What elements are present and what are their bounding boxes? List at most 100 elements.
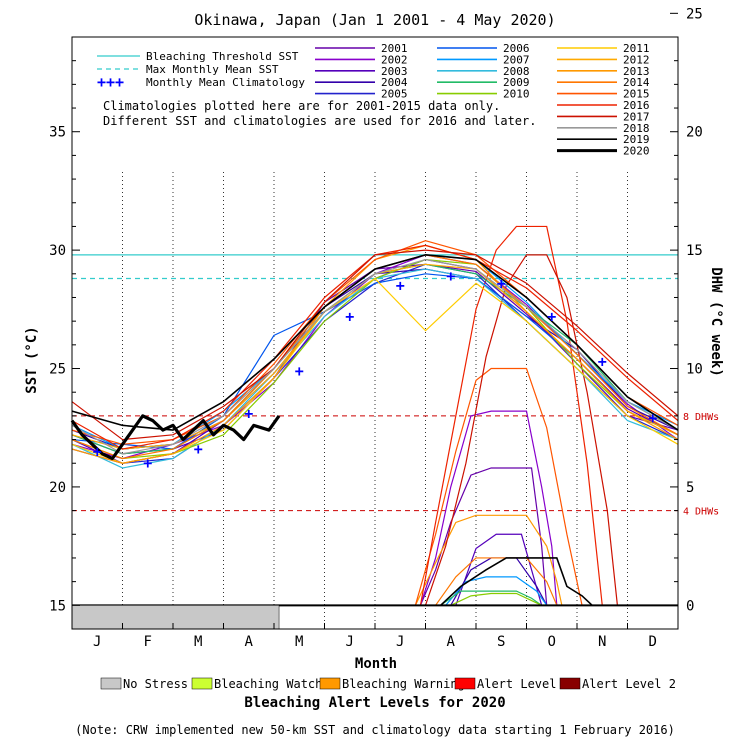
dhw-line-2015 — [414, 367, 583, 606]
year-legend-label: 2019 — [623, 133, 650, 146]
year-legend-label: 2008 — [503, 65, 530, 78]
year-legend-label: 2013 — [623, 65, 650, 78]
sst-line-2017 — [71, 249, 679, 441]
dhw-line-2001 — [419, 467, 548, 606]
legend-bleaching-threshold: Bleaching Threshold SST — [146, 50, 299, 63]
year-legend-label: 2015 — [623, 88, 650, 101]
month-tick-label: F — [144, 634, 152, 650]
year-legend-label: 2009 — [503, 76, 530, 89]
year-legend-label: 2017 — [623, 110, 650, 123]
alert-bar-2020 — [71, 605, 280, 630]
sst-tick-label: 15 — [49, 598, 66, 614]
svg-text:+++: +++ — [97, 73, 124, 91]
chart-title: Okinawa, Japan (Jan 1 2001 - 4 May 2020) — [194, 11, 555, 29]
climatology-point: + — [295, 362, 304, 380]
month-tick-label: J — [93, 634, 101, 650]
year-legend-label: 2010 — [503, 88, 530, 101]
alert-legend-label: Bleaching Watch — [214, 677, 322, 691]
year-legend-label: 2001 — [381, 42, 408, 55]
alert-legend-swatch — [191, 677, 213, 690]
month-tick-label: A — [447, 634, 456, 650]
year-legend-label: 2011 — [623, 42, 650, 55]
plot-area — [72, 37, 678, 629]
sst-axis-ticks: 15 20 25 30 35 — [49, 60, 80, 614]
dhw-tick-label: 5 — [686, 480, 694, 496]
alert-legend-label: No Stress — [123, 677, 188, 691]
year-legend-label: 2003 — [381, 65, 408, 78]
y-axis-label: SST (°C) — [24, 326, 40, 393]
dhw-tick-label: 25 — [686, 6, 703, 22]
dhw-line-2019 — [440, 557, 593, 606]
dhw-reference-label: 8 DHWs — [683, 412, 719, 423]
dhw-line-2016 — [419, 225, 603, 606]
climatology-point: + — [345, 307, 354, 325]
month-tick-label: M — [194, 634, 202, 650]
climatology-point: + — [497, 274, 506, 292]
alert-legend-swatch — [559, 677, 581, 690]
climatology-point: + — [648, 409, 657, 427]
alert-legend-swatch — [319, 677, 341, 690]
year-legend-label: 2005 — [381, 88, 408, 101]
climatology-note-1: Climatologies plotted here are for 2001-… — [103, 99, 500, 113]
year-legend-label: 2004 — [381, 76, 408, 89]
dhw-line-2013 — [414, 514, 563, 606]
legend-climatology-markers: +++ — [97, 73, 124, 91]
dhw-tick-label: 15 — [686, 243, 703, 259]
threshold-legend: Bleaching Threshold SST Max Monthly Mean… — [97, 50, 536, 128]
month-tick-label: A — [245, 634, 254, 650]
dhw-reference-lines: 4 DHWs 8 DHWs — [72, 412, 719, 518]
legend-monthly-mean-climatology: Monthly Mean Climatology — [146, 76, 305, 89]
sst-tick-label: 35 — [49, 125, 66, 141]
dhw-axis-ticks: 0 5 10 15 20 25 — [670, 6, 703, 614]
alert-legend: No Stress Bleaching Watch Bleaching Warnin… — [100, 677, 676, 691]
alert-legend-swatch — [454, 677, 476, 690]
climatology-markers: + + + + + + + + + + + + — [93, 267, 658, 472]
alert-legend-label: Alert Level 1 — [477, 677, 571, 691]
alert-legend-label: Bleaching Warning — [342, 677, 465, 691]
year-legend-label: 2014 — [623, 76, 650, 89]
dhw-series-group — [72, 225, 678, 607]
dhw-tick-label: 10 — [686, 362, 703, 378]
month-tick-label: M — [295, 634, 303, 650]
month-tick-label: S — [497, 634, 505, 650]
climatology-point: + — [93, 442, 102, 460]
dhw-line-2003 — [455, 533, 543, 606]
dhw-line-2002 — [419, 410, 558, 606]
alert-legend-label: Alert Level 2 — [582, 677, 676, 691]
footnote: (Note: CRW implemented new 50-km SST and… — [75, 723, 675, 737]
legend-max-monthly-mean: Max Monthly Mean SST — [146, 63, 279, 76]
year-legend-label: 2002 — [381, 53, 408, 66]
month-tick-label: N — [598, 634, 606, 650]
year-legend-label: 2020 — [623, 145, 650, 158]
dhw-line-2017 — [424, 254, 618, 606]
dhw-tick-label: 20 — [686, 125, 703, 141]
month-gridlines — [122, 171, 628, 629]
year-legend-label: 2012 — [623, 53, 650, 66]
alert-legend-swatch — [100, 677, 122, 690]
alert-legend-title: Bleaching Alert Levels for 2020 — [244, 695, 505, 711]
year-legend-label: 2016 — [623, 99, 650, 112]
y2-axis-label: DHW (°C week) — [708, 267, 724, 377]
sst-series-group — [70, 240, 679, 469]
sst-tick-label: 20 — [49, 480, 66, 496]
year-legend-label: 2007 — [503, 53, 530, 66]
climatology-point: + — [194, 440, 203, 458]
climatology-point: + — [396, 277, 405, 295]
sst-tick-label: 25 — [49, 362, 66, 378]
alert-bar-no-stress — [71, 605, 280, 630]
sst-line-2018 — [71, 258, 679, 455]
month-tick-label: J — [396, 634, 404, 650]
year-legend-label: 2006 — [503, 42, 530, 55]
climatology-point: + — [244, 405, 253, 423]
x-axis-label: Month — [355, 656, 397, 672]
year-legend-label: 2018 — [623, 122, 650, 135]
month-tick-label: J — [346, 634, 354, 650]
month-tick-label: O — [548, 634, 556, 650]
climatology-point: + — [598, 352, 607, 370]
dhw-tick-label: 0 — [686, 598, 694, 614]
dhw-line-2014 — [435, 557, 558, 606]
dhw-line-2010 — [450, 592, 542, 606]
